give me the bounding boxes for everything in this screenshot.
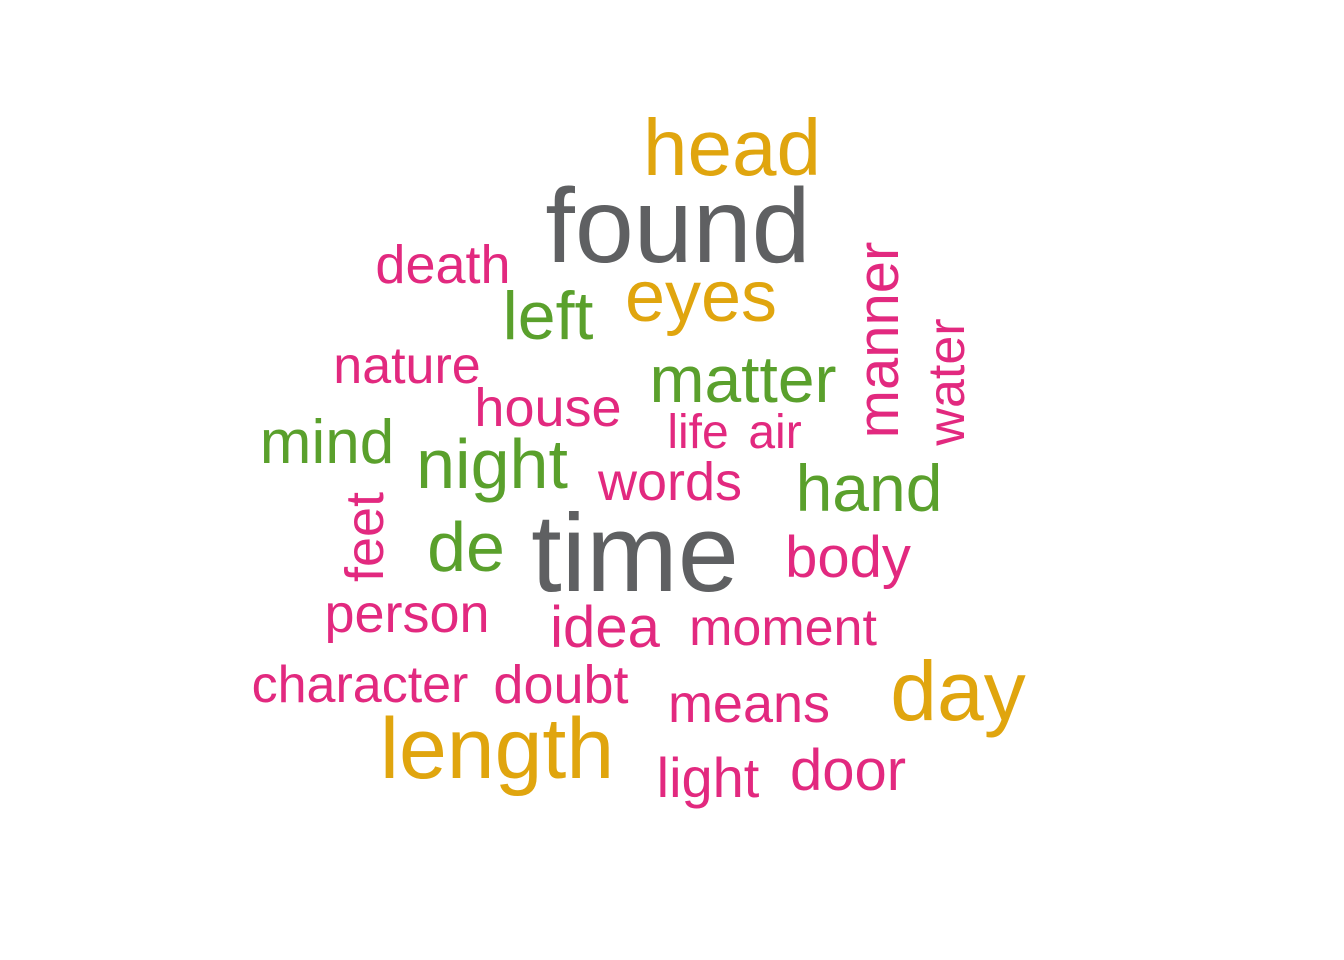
word-head: head [643,103,821,192]
word-found: found [545,167,811,285]
word-manner: manner [846,241,911,439]
word-death: death [375,235,511,295]
word-air: air [748,406,802,459]
word-night: night [416,425,568,503]
word-eyes: eyes [624,257,778,337]
word-water: water [918,318,976,446]
word-time: time [531,492,739,615]
word-matter: matter [649,342,837,416]
word-idea: idea [550,595,660,660]
word-length: length [379,701,615,797]
word-light: light [656,746,760,809]
word-hand: hand [795,451,943,525]
word-person: person [324,584,490,644]
word-house: house [474,378,622,438]
word-left: left [502,278,594,354]
word-nature: nature [333,337,481,395]
word-words: words [597,452,743,512]
word-character: character [251,656,469,714]
word-doubt: doubt [493,655,629,715]
word-door: door [789,738,907,803]
word-life: life [667,406,729,459]
word-mind: mind [259,408,395,477]
word-day: day [890,644,1026,738]
word-feet: feet [335,491,395,583]
word-means: means [667,674,831,734]
word-moment: moment [689,599,877,657]
word-body: body [785,525,911,590]
word-de: de [427,508,505,586]
